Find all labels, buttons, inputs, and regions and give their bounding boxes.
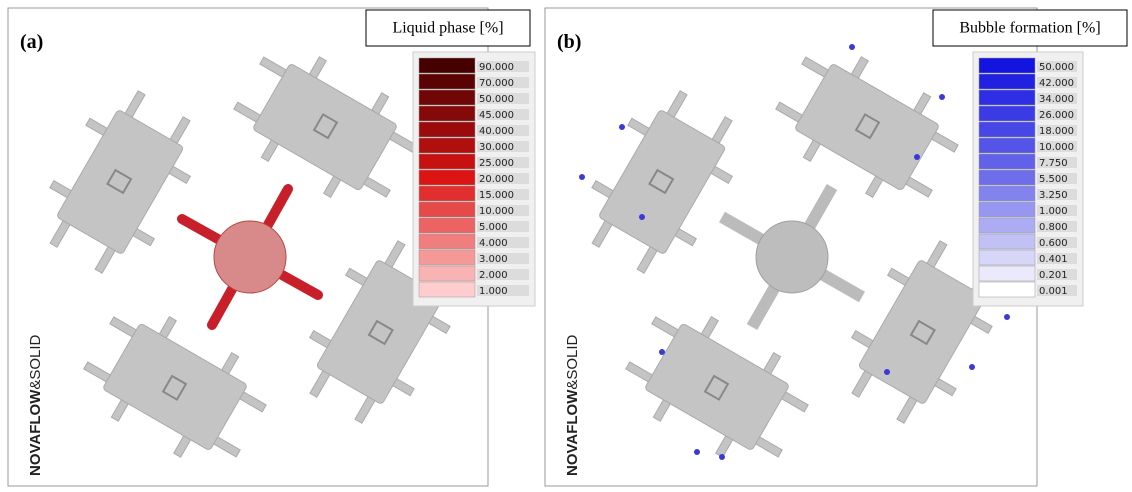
watermark-suffix: &SOLID xyxy=(564,334,581,389)
legend-swatch xyxy=(419,234,475,249)
legend-swatch xyxy=(979,202,1035,217)
legend-title: Bubble formation [%] xyxy=(959,20,1100,37)
legend-value: 20.000 xyxy=(479,174,514,185)
watermark-suffix: &SOLID xyxy=(27,334,44,389)
legend: 50.000 42.000 34.000 26.000 18.000 10.000 7.75… xyxy=(973,52,1083,306)
legend-swatch xyxy=(419,282,475,297)
legend-value: 1.000 xyxy=(479,286,508,297)
legend-swatch xyxy=(419,202,475,217)
legend-value: 7.750 xyxy=(1039,158,1068,169)
legend-swatch xyxy=(979,90,1035,105)
legend-swatch xyxy=(419,266,475,281)
legend-value: 30.000 xyxy=(479,142,514,153)
panel-label: (b) xyxy=(557,31,581,53)
legend-swatch xyxy=(419,154,475,169)
legend-swatch xyxy=(419,74,475,89)
legend-value: 0.800 xyxy=(1039,222,1068,233)
watermark-brand: NOVAFLOW xyxy=(27,389,44,476)
legend-swatch xyxy=(979,170,1035,185)
panel-label: (a) xyxy=(20,31,43,53)
legend-swatch xyxy=(419,170,475,185)
legend-swatch xyxy=(979,74,1035,89)
legend-value: 0.201 xyxy=(1039,270,1068,281)
legend-value: 3.250 xyxy=(1039,190,1068,201)
legend-swatch xyxy=(419,90,475,105)
panel-a: (a) NOVAFLOW&SOLID Liquid phase [%] 90.0… xyxy=(8,8,535,486)
legend-value: 10.000 xyxy=(1039,142,1074,153)
legend-title: Liquid phase [%] xyxy=(392,20,503,37)
legend-value: 10.000 xyxy=(479,206,514,217)
legend-swatch xyxy=(979,154,1035,169)
legend-value: 5.000 xyxy=(479,222,508,233)
legend-value: 26.000 xyxy=(1039,110,1074,121)
legend-swatch xyxy=(419,138,475,153)
legend-swatch xyxy=(979,266,1035,281)
legend-value: 34.000 xyxy=(1039,94,1074,105)
legend-swatch xyxy=(419,186,475,201)
legend-value: 50.000 xyxy=(1039,62,1074,73)
legend-swatch xyxy=(419,250,475,265)
legend-value: 42.000 xyxy=(1039,78,1074,89)
watermark-brand: NOVAFLOW xyxy=(564,389,581,476)
legend-swatch xyxy=(419,58,475,73)
figure: (a) NOVAFLOW&SOLID Liquid phase [%] 90.0… xyxy=(0,0,1132,492)
legend-value: 70.000 xyxy=(479,78,514,89)
legend-value: 3.000 xyxy=(479,254,508,265)
legend-swatch xyxy=(979,138,1035,153)
legend-swatch xyxy=(979,282,1035,297)
legend-swatch xyxy=(419,122,475,137)
legend-value: 50.000 xyxy=(479,94,514,105)
legend-value: 0.401 xyxy=(1039,254,1068,265)
legend-swatch xyxy=(979,122,1035,137)
legend-swatch xyxy=(419,106,475,121)
legend-value: 25.000 xyxy=(479,158,514,169)
legend-value: 0.600 xyxy=(1039,238,1068,249)
legend-swatch xyxy=(979,106,1035,121)
legend-value: 4.000 xyxy=(479,238,508,249)
watermark: NOVAFLOW&SOLID xyxy=(564,334,581,476)
panel-b: (b) NOVAFLOW&SOLID Bubble formation [%] … xyxy=(545,8,1127,486)
legend-swatch xyxy=(979,250,1035,265)
watermark: NOVAFLOW&SOLID xyxy=(27,334,44,476)
legend-swatch xyxy=(979,234,1035,249)
legend-value: 18.000 xyxy=(1039,126,1074,137)
legend-value: 5.500 xyxy=(1039,174,1068,185)
legend-swatch xyxy=(979,186,1035,201)
legend-value: 0.001 xyxy=(1039,286,1068,297)
legend-swatch xyxy=(419,218,475,233)
sprue-melt xyxy=(214,221,286,293)
legend-swatch xyxy=(979,58,1035,73)
legend-value: 45.000 xyxy=(479,110,514,121)
legend-value: 2.000 xyxy=(479,270,508,281)
legend-value: 90.000 xyxy=(479,62,514,73)
legend-value: 15.000 xyxy=(479,190,514,201)
legend-swatch xyxy=(979,218,1035,233)
legend-value: 1.000 xyxy=(1039,206,1068,217)
legend-value: 40.000 xyxy=(479,126,514,137)
legend: 90.000 70.000 50.000 45.000 40.000 30.000 25.0… xyxy=(413,52,535,306)
